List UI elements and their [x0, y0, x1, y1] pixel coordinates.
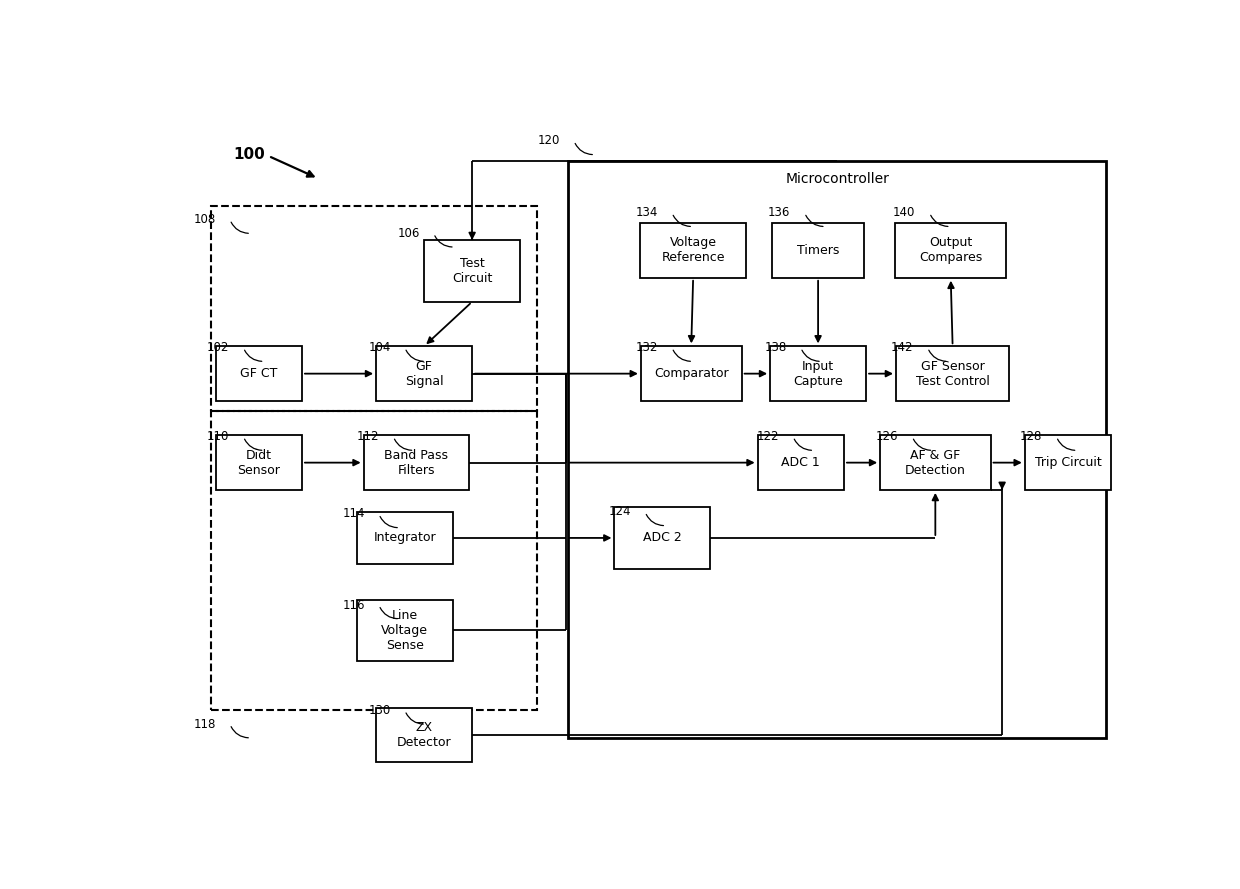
FancyBboxPatch shape [424, 240, 521, 301]
FancyBboxPatch shape [758, 436, 844, 490]
Text: 112: 112 [357, 430, 379, 443]
FancyBboxPatch shape [216, 436, 303, 490]
Text: Microcontroller: Microcontroller [785, 172, 889, 186]
FancyBboxPatch shape [216, 346, 303, 401]
Text: 104: 104 [368, 341, 391, 354]
FancyBboxPatch shape [773, 223, 864, 277]
Text: Comparator: Comparator [653, 367, 729, 380]
Text: ADC 1: ADC 1 [781, 456, 820, 469]
Text: Line
Voltage
Sense: Line Voltage Sense [382, 609, 428, 652]
Text: AF & GF
Detection: AF & GF Detection [905, 449, 966, 477]
FancyBboxPatch shape [357, 512, 453, 564]
Text: Trip Circuit: Trip Circuit [1034, 456, 1101, 469]
Text: 110: 110 [207, 430, 229, 443]
Text: Timers: Timers [797, 244, 839, 257]
Text: 118: 118 [193, 717, 216, 731]
Text: Input
Capture: Input Capture [794, 360, 843, 388]
FancyBboxPatch shape [770, 346, 866, 401]
Text: 102: 102 [207, 341, 229, 354]
Text: ZX
Detector: ZX Detector [397, 721, 451, 749]
Text: 122: 122 [756, 430, 779, 443]
FancyBboxPatch shape [897, 346, 1009, 401]
Text: 106: 106 [397, 227, 419, 240]
FancyBboxPatch shape [376, 708, 472, 763]
Text: 108: 108 [193, 213, 216, 226]
Text: Test
Circuit: Test Circuit [451, 257, 492, 285]
Text: Band Pass
Filters: Band Pass Filters [384, 449, 449, 477]
Text: 136: 136 [768, 206, 790, 220]
Text: 130: 130 [368, 704, 391, 717]
Text: 120: 120 [537, 134, 559, 148]
FancyBboxPatch shape [895, 223, 1006, 277]
Text: 128: 128 [1019, 430, 1043, 443]
Text: Output
Compares: Output Compares [919, 236, 982, 264]
Text: 138: 138 [764, 341, 786, 354]
Text: 124: 124 [609, 506, 631, 518]
FancyBboxPatch shape [640, 223, 746, 277]
Text: 132: 132 [635, 341, 658, 354]
FancyBboxPatch shape [363, 436, 469, 490]
Text: Didt
Sensor: Didt Sensor [237, 449, 280, 477]
Text: 116: 116 [342, 598, 365, 612]
FancyBboxPatch shape [376, 346, 472, 401]
FancyBboxPatch shape [568, 162, 1106, 738]
Text: 142: 142 [892, 341, 914, 354]
FancyBboxPatch shape [880, 436, 991, 490]
Text: GF CT: GF CT [241, 367, 278, 380]
Text: 140: 140 [893, 206, 915, 220]
Text: ADC 2: ADC 2 [644, 532, 682, 544]
FancyBboxPatch shape [614, 507, 711, 569]
Text: 126: 126 [875, 430, 898, 443]
Text: 100: 100 [234, 147, 265, 162]
FancyBboxPatch shape [357, 599, 453, 661]
FancyBboxPatch shape [1024, 436, 1111, 490]
Text: GF
Signal: GF Signal [404, 360, 444, 388]
FancyBboxPatch shape [641, 346, 742, 401]
Text: 114: 114 [342, 508, 365, 520]
Text: Integrator: Integrator [373, 532, 436, 544]
Text: Voltage
Reference: Voltage Reference [661, 236, 725, 264]
Text: 134: 134 [635, 206, 658, 220]
Text: GF Sensor
Test Control: GF Sensor Test Control [915, 360, 990, 388]
